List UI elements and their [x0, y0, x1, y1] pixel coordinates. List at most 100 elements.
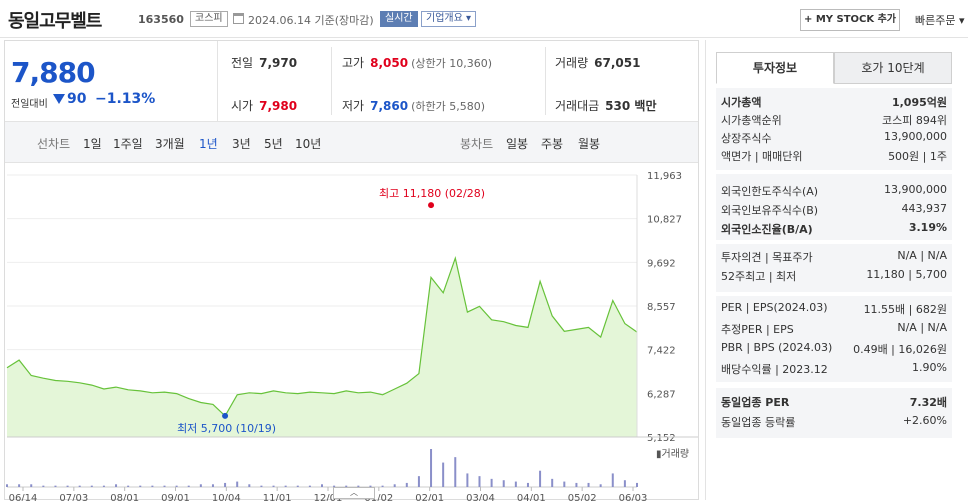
industry-section: 동일업종 PER 7.32배 동일업종 등락률 +2.60%: [716, 388, 952, 438]
volume-bar: [563, 481, 566, 487]
info-value: 11.55배 | 682원: [863, 303, 947, 316]
day-low: 저가 7,860 (하한가 5,580): [342, 97, 485, 114]
tab-5year[interactable]: 5년: [264, 137, 283, 151]
low-annotation: 최저 5,700 (10/19): [177, 422, 276, 435]
price-line: [6, 256, 638, 417]
chevron-down-icon: ▾: [958, 14, 965, 27]
trade-amount-value: 530 백만: [605, 99, 657, 113]
y-tick-label: 9,692: [647, 258, 676, 269]
company-name[interactable]: 동일고무벨트: [8, 11, 102, 32]
quick-order-label: 빠른주문: [915, 14, 956, 27]
volume-bar: [636, 482, 638, 487]
volume-bar: [321, 484, 323, 487]
chevron-down-icon: ▾: [466, 13, 472, 24]
info-value: 7.32배: [909, 396, 947, 409]
info-label: 동일업종 PER: [721, 396, 790, 409]
volume-bar: [599, 484, 602, 487]
info-value: 11,180 | 5,700: [866, 268, 947, 281]
volume-bar: [151, 485, 154, 487]
day-low-label: 저가: [342, 99, 365, 113]
volume-bar: [260, 485, 263, 487]
tab-monthly-candle[interactable]: 월봉: [578, 137, 601, 151]
change-value: 90: [67, 91, 87, 107]
x-tick-label: 04/01: [517, 493, 546, 501]
volume-bar: [551, 478, 554, 487]
volume-bar: [357, 485, 360, 487]
quick-order-link[interactable]: 빠른주문 ▾: [915, 12, 965, 28]
open-price: 시가 7,980: [231, 97, 297, 114]
x-tick-label: 09/01: [161, 493, 190, 501]
info-label: 외국인소진율(B/A): [721, 223, 813, 236]
volume-label: 거래량: [555, 56, 589, 70]
x-tick-label: 06/14: [9, 493, 38, 501]
tab-1week[interactable]: 1주일: [113, 137, 143, 151]
volume-bar: [478, 476, 481, 487]
info-value: 13,900,000: [884, 130, 947, 143]
change-percent: −1.13%: [95, 91, 156, 107]
x-tick-label: 06/03: [619, 493, 648, 501]
info-value: 443,937: [901, 202, 948, 215]
volume-bar: [430, 449, 433, 487]
day-high: 고가 8,050 (상한가 10,360): [342, 54, 492, 71]
tab-3year[interactable]: 3년: [232, 137, 251, 151]
price-box: 7,880 전일대비 90 −1.13%: [5, 41, 218, 121]
info-label: 상장주식수: [721, 132, 772, 145]
info-row: 외국인보유주식수(B) 443,937: [721, 202, 947, 220]
volume-bar: [187, 485, 190, 487]
tab-1day[interactable]: 1일: [83, 137, 102, 151]
volume-bar: [405, 482, 408, 487]
volume-bar: [539, 470, 542, 487]
tab-orderbook[interactable]: 호가 10단계: [834, 52, 952, 84]
x-tick-label: 03/04: [466, 493, 495, 501]
volume: 거래량 67,051: [555, 54, 640, 71]
info-label: 시가총액순위: [721, 114, 782, 127]
tab-weekly-candle[interactable]: 주봉: [541, 137, 564, 151]
tab-1year[interactable]: 1년: [199, 137, 218, 151]
company-info-dropdown[interactable]: 기업개요 ▾: [421, 11, 477, 27]
reference-date: 2024.06.14 기준(장마감): [248, 14, 374, 27]
info-value: 13,900,000: [884, 183, 947, 196]
info-row: 상장주식수 13,900,000: [721, 130, 947, 148]
y-tick-label: 10,827: [647, 215, 682, 226]
volume-bar: [284, 485, 287, 487]
add-mystock-button[interactable]: + MY STOCK 추가: [800, 9, 900, 31]
y-tick-label: 8,557: [647, 302, 676, 313]
x-tick-label: 08/01: [110, 493, 139, 501]
volume-bar: [30, 484, 33, 487]
company-info-label: 기업개요: [426, 13, 463, 24]
info-value: N/A | N/A: [897, 249, 947, 262]
info-value: 1.90%: [912, 361, 947, 374]
x-tick-label: 07/03: [59, 493, 88, 501]
volume-bar: [139, 485, 142, 487]
divider: [545, 47, 546, 115]
realtime-badge[interactable]: 실시간: [380, 11, 418, 27]
info-row: 배당수익률 | 2023.12 1.90%: [721, 361, 947, 379]
tab-3month[interactable]: 3개월: [155, 137, 185, 151]
day-high-value: 8,050: [370, 56, 409, 70]
x-tick-label: 10/04: [212, 493, 241, 501]
volume-value: 67,051: [594, 56, 641, 70]
y-tick-label: 7,422: [647, 346, 676, 357]
price-area: [7, 258, 637, 437]
info-row: PER | EPS(2024.03) 11.55배 | 682원: [721, 301, 947, 319]
info-label: PBR | BPS (2024.03): [721, 341, 833, 354]
info-value: 0.49배 | 16,026원: [853, 343, 947, 356]
volume-bar: [345, 485, 348, 487]
volume-bar: [236, 481, 239, 487]
info-label: 배당수익률 | 2023.12: [721, 363, 828, 376]
info-row: 52주최고 | 최저 11,180 | 5,700: [721, 268, 947, 286]
volume-bar: [54, 485, 57, 487]
tab-daily-candle[interactable]: 일봉: [506, 137, 529, 151]
tab-investment-info[interactable]: 투자정보: [716, 52, 834, 84]
line-chart-label: 선차트: [37, 137, 71, 151]
collapse-chart-button[interactable]: ︿: [333, 487, 375, 499]
lower-limit: (하한가 5,580): [411, 100, 485, 113]
info-row: 외국인소진율(B/A) 3.19%: [721, 221, 947, 239]
high-annotation: 최고 11,180 (02/28): [379, 187, 485, 200]
price-chart[interactable]: 11,963 10,827 9,692 8,557 7,422 6,287 5,152 최고 …: [5, 171, 698, 501]
info-value: 500원 | 1주: [888, 150, 947, 163]
tab-10year[interactable]: 10년: [295, 137, 322, 151]
volume-bar: [18, 484, 21, 487]
day-low-value: 7,860: [370, 99, 409, 113]
info-row: 액면가 | 매매단위 500원 | 1주: [721, 148, 947, 166]
